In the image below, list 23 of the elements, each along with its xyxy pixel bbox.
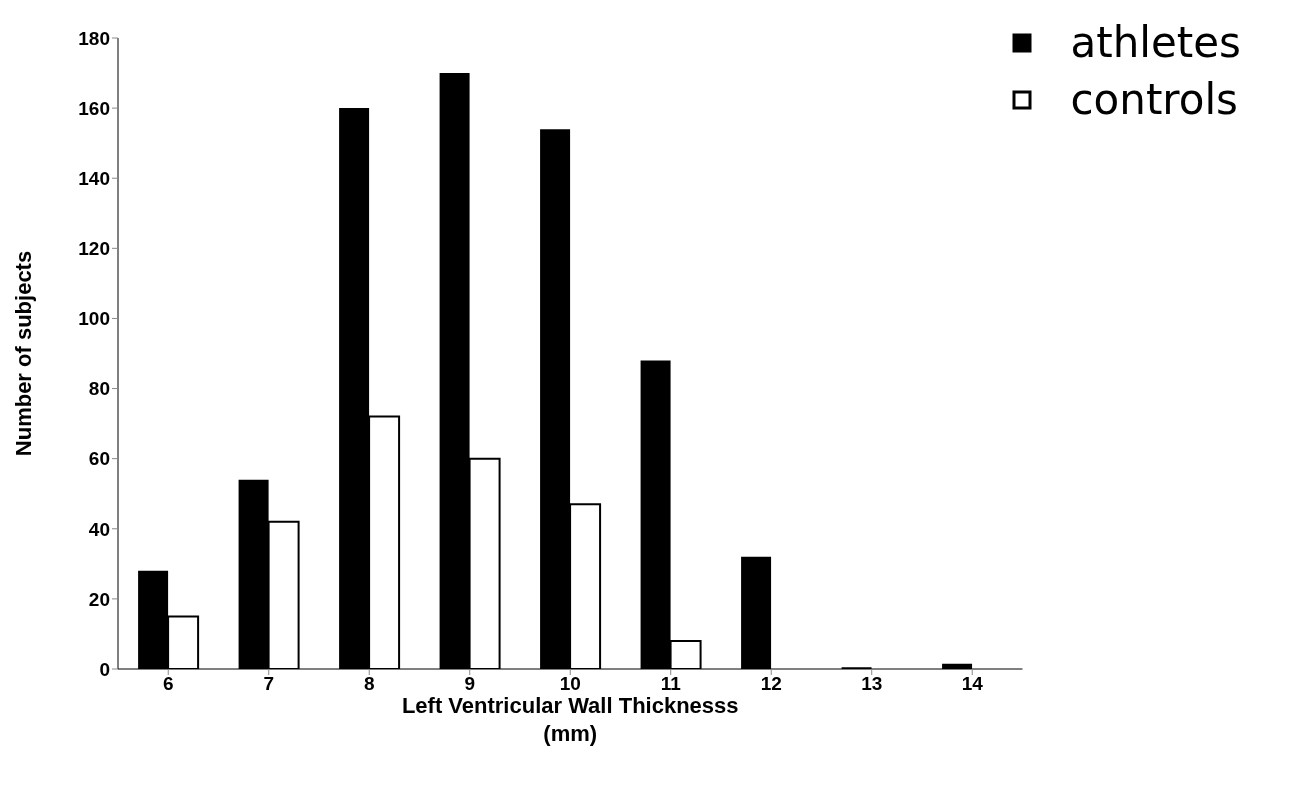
y-axis-title: Number of subjects <box>10 250 36 457</box>
x-tick-label: 14 <box>961 673 984 695</box>
x-tick-label: 6 <box>162 673 174 695</box>
y-tick-label: 20 <box>88 588 110 610</box>
y-tick-label: 0 <box>99 658 110 680</box>
y-tick-label: 80 <box>88 378 110 400</box>
y-tick-label: 100 <box>78 308 110 330</box>
x-axis-title: Left Ventricular Wall Thicknesss (mm) <box>401 693 739 746</box>
y-tick-label: 140 <box>78 167 110 189</box>
y-tick-label: 180 <box>78 27 110 49</box>
x-tick-label: 12 <box>760 673 782 695</box>
x-tick-label: 11 <box>660 673 682 695</box>
x-tick-label: 13 <box>861 673 883 695</box>
x-tick-label: 8 <box>363 673 375 695</box>
x-tick-label: 7 <box>263 673 275 695</box>
y-tick-label: 160 <box>78 97 110 119</box>
legend-label: athletes <box>1070 18 1241 67</box>
legend-label: controls <box>1070 75 1238 124</box>
y-tick-label: 40 <box>88 518 110 540</box>
x-tick-label: 10 <box>559 673 581 695</box>
y-tick-label: 60 <box>88 448 110 470</box>
y-tick-label: 120 <box>78 238 110 260</box>
x-tick-label: 9 <box>464 673 476 695</box>
